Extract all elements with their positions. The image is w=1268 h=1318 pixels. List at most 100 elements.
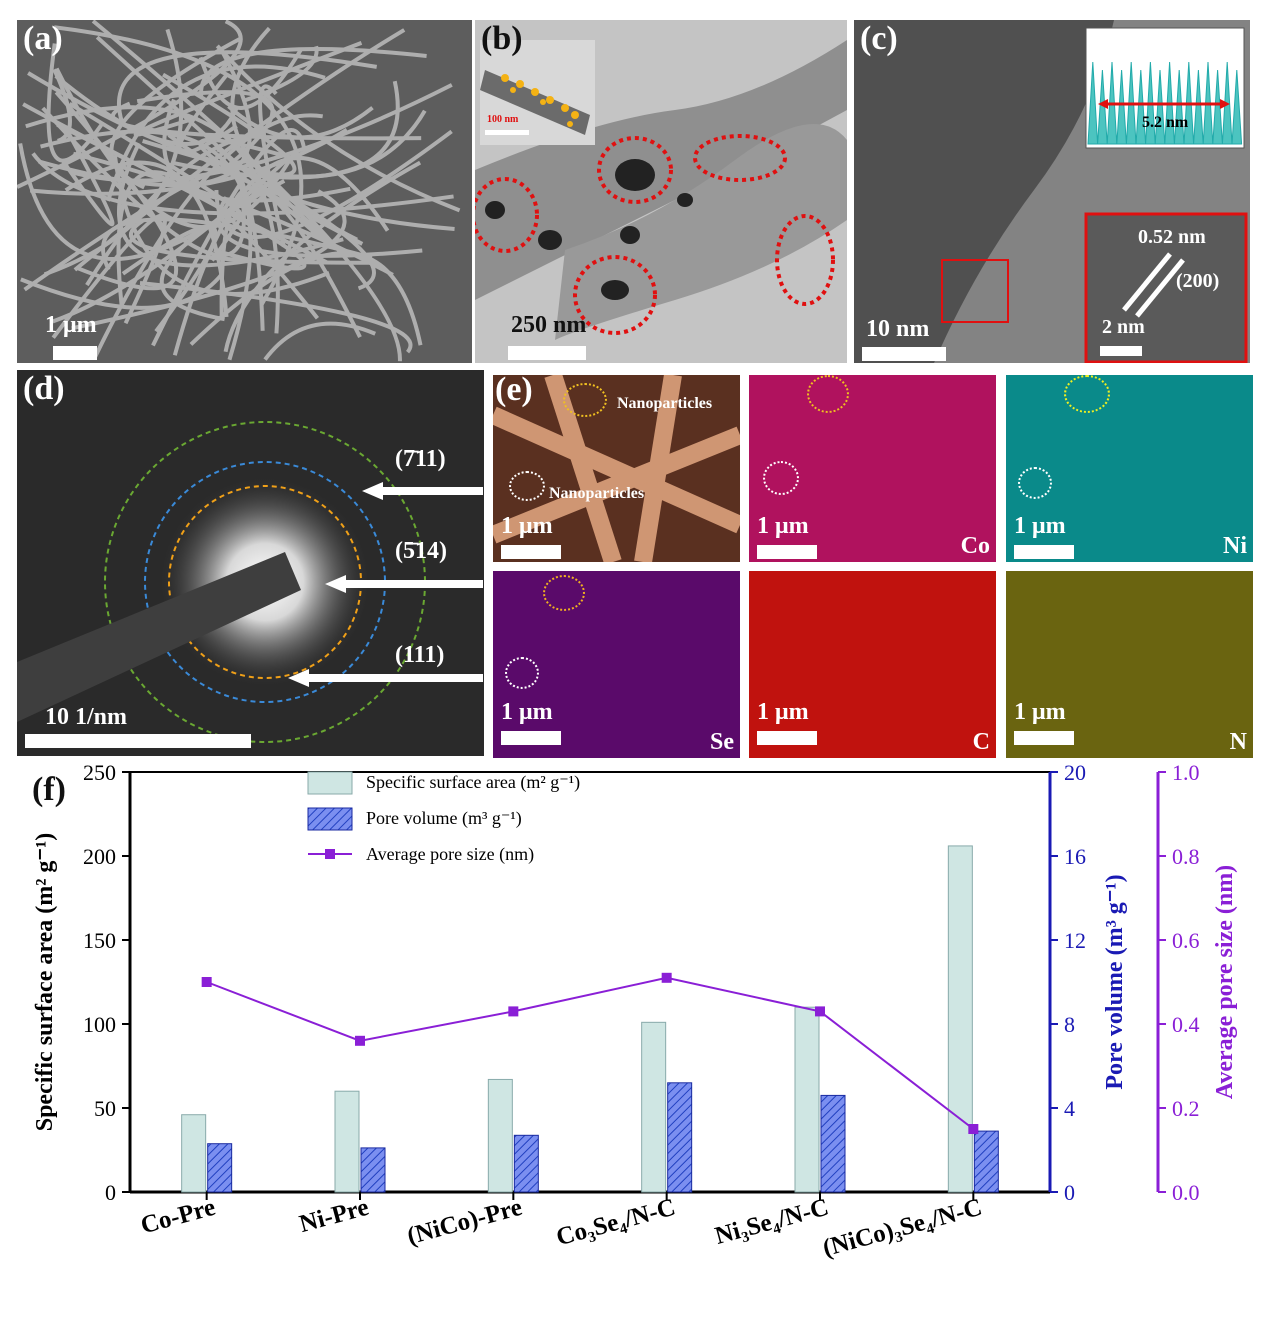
scale-bar-a <box>53 346 97 360</box>
right2-tick-label: 0.8 <box>1172 844 1200 869</box>
nanoparticles-label-2: Nanoparticles <box>549 485 645 502</box>
x-tick-label: Ni-Pre <box>297 1194 372 1238</box>
panel-label-a: (a) <box>23 20 63 57</box>
nanoparticle-circle-1 <box>563 383 607 417</box>
point-avg-pore-size <box>815 1006 825 1017</box>
scale-bar-ni <box>1014 545 1074 559</box>
right1-tick-label: 20 <box>1064 760 1086 785</box>
left-tick-label: 50 <box>94 1096 116 1121</box>
legend-label-surface-area: Specific surface area (m² g⁻¹) <box>366 772 580 793</box>
bar-pore-volume <box>667 1082 693 1193</box>
x-tick-label: Ni₃Se₄/N-C <box>712 1194 831 1250</box>
left-tick-label: 200 <box>83 844 116 869</box>
scale-text-c: 10 nm <box>866 316 930 342</box>
scale-text-b: 250 nm <box>511 312 587 338</box>
sem-fiber <box>101 217 373 271</box>
element-label-co: Co <box>960 533 990 559</box>
scale-text-a: 1 μm <box>45 312 97 338</box>
sem-fiber <box>22 102 329 265</box>
legend-label-pore-volume: Pore volume (m³ g⁻¹) <box>366 808 522 829</box>
sem-fiber <box>116 50 378 123</box>
line-avg-pore-size <box>206 976 974 1130</box>
eds-map-c: 1 μm C <box>749 571 996 758</box>
point-avg-pore-size <box>355 1035 365 1046</box>
chart-f-bet: (f) 0 50 100 150 200 250 0 4 8 12 16 20 0.0 0.2 0.4 0.6… <box>32 760 1238 1262</box>
eds-map-ni: 1 μm Ni <box>1006 375 1253 562</box>
sem-fiber <box>151 128 306 347</box>
panel-label-b: (b) <box>481 20 523 57</box>
lattice-plane-label: (200) <box>1176 270 1220 292</box>
sem-fiber <box>29 128 348 196</box>
sem-fiber <box>258 84 286 248</box>
ring-label-2: (5̄14) <box>395 538 447 564</box>
nanoparticles-label-1: Nanoparticles <box>617 395 713 412</box>
bar-surface-area <box>334 1090 360 1193</box>
eds-map-overlay: (e) Nanoparticles Nanoparticles 1 μm <box>493 375 740 562</box>
bar-pore-volume <box>207 1143 233 1193</box>
sem-fiber <box>54 90 179 291</box>
nanoparticle-circle-2 <box>509 471 545 501</box>
right2-tick-label: 0.2 <box>1172 1096 1200 1121</box>
co-circle-2 <box>763 461 799 495</box>
bar-pore-volume <box>513 1134 539 1193</box>
sem-fiber <box>20 272 224 310</box>
legend-swatch-pore-volume <box>307 807 353 831</box>
element-label-c: C <box>972 729 990 755</box>
right1-tick-label: 8 <box>1064 1012 1075 1037</box>
sem-fiber <box>25 105 280 334</box>
eds-map-n: 1 μm N <box>1006 571 1253 758</box>
bar-pore-volume <box>973 1130 999 1193</box>
x-tick-label: Co₃Se₄/N-C <box>553 1194 678 1252</box>
se-circle-2 <box>505 657 539 689</box>
scale-text-e1: 1 μm <box>501 513 553 539</box>
panel-label-d: (d) <box>23 370 65 407</box>
saed-pattern <box>17 370 484 756</box>
sem-fiber <box>91 20 402 362</box>
right1-tick-label: 0 <box>1064 1180 1075 1205</box>
sem-fiber <box>31 152 454 216</box>
element-label-se: Se <box>710 729 734 755</box>
lattice-spacing-label: 0.52 nm <box>1138 226 1206 248</box>
element-label-ni: Ni <box>1223 533 1247 559</box>
scale-bar-c <box>862 347 946 361</box>
sem-fiber <box>73 28 406 272</box>
ring-label-1: (7̄11) <box>395 446 446 472</box>
sem-fiber <box>61 131 115 227</box>
scale-bar-se <box>501 731 561 745</box>
right2-tick-label: 0.0 <box>1172 1180 1200 1205</box>
right1-axis-title: Pore volume (m³ g⁻¹) <box>1102 874 1128 1089</box>
inset-scale-b: 100 nm <box>487 114 519 125</box>
point-avg-pore-size <box>968 1124 979 1134</box>
point-avg-pore-size <box>661 972 672 983</box>
right1-tick-label: 12 <box>1064 928 1086 953</box>
scale-bar-co <box>757 545 817 559</box>
scale-text-co: 1 μm <box>757 513 809 539</box>
sem-fiber <box>173 80 400 180</box>
sem-fiber <box>189 251 423 346</box>
sem-fiber <box>46 43 104 163</box>
sem-fiber <box>54 74 240 146</box>
co-circle-1 <box>807 375 849 413</box>
scale-text-ni: 1 μm <box>1014 513 1066 539</box>
x-tick-label: (NiCo)₃Se₄/N-C <box>820 1194 985 1262</box>
right2-tick-label: 0.6 <box>1172 928 1200 953</box>
sem-fiber <box>142 72 297 177</box>
tem-fiber-image <box>475 20 847 363</box>
bar-surface-area <box>947 845 973 1193</box>
x-tick-label: (NiCo)-Pre <box>404 1194 525 1251</box>
left-axis-title: Specific surface area (m² g⁻¹) <box>32 833 58 1132</box>
bar-surface-area <box>181 1114 207 1193</box>
scale-bar-e1 <box>501 545 561 559</box>
left-tick-label: 150 <box>83 928 116 953</box>
right1-tick-label: 16 <box>1064 844 1086 869</box>
panel-a-sem: (a) 1 μm <box>17 20 472 363</box>
legend-label-pore-size: Average pore size (nm) <box>366 844 534 865</box>
panel-e-eds-maps: (e) Nanoparticles Nanoparticles 1 μm 1 μ… <box>493 375 1253 760</box>
sem-fiber <box>64 160 229 318</box>
bar-surface-area <box>487 1078 513 1193</box>
sem-fiber <box>23 159 262 292</box>
sem-fiber <box>41 106 246 258</box>
sem-fiber <box>159 179 286 322</box>
scale-bar-n <box>1014 731 1074 745</box>
bar-pore-volume <box>360 1147 386 1193</box>
